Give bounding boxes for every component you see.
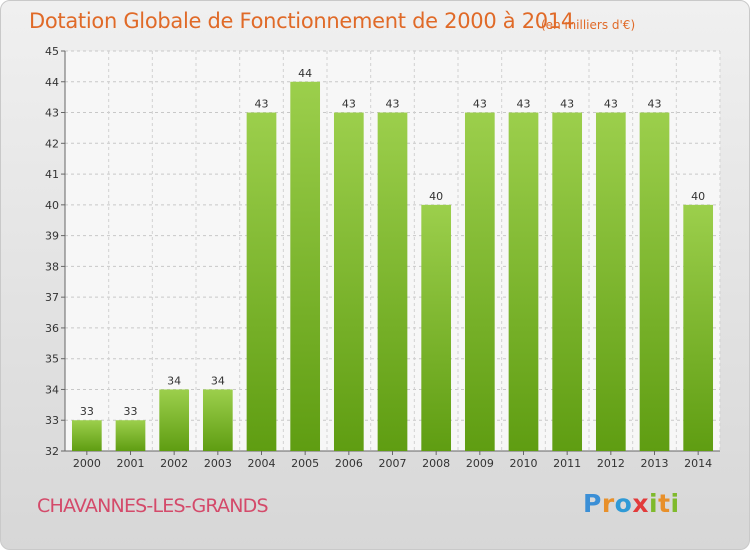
data-label: 43 [604, 98, 618, 111]
proxiti-logo: Proxiti [583, 489, 680, 518]
chart-title: Dotation Globale de Fonctionnement de 20… [29, 9, 574, 33]
data-label: 43 [255, 98, 269, 111]
data-label: 43 [560, 98, 574, 111]
bar-2001 [115, 420, 146, 451]
x-tick-label: 2002 [160, 457, 188, 470]
commune-name: CHAVANNES-LES-GRANDS [37, 495, 269, 517]
y-tick-label: 44 [45, 76, 59, 89]
y-tick-label: 42 [45, 137, 59, 150]
bar-2006 [333, 112, 364, 452]
data-label: 33 [80, 405, 94, 418]
data-label: 43 [517, 98, 531, 111]
x-tick-label: 2005 [291, 457, 319, 470]
y-tick-label: 38 [45, 260, 59, 273]
x-tick-label: 2012 [597, 457, 625, 470]
data-label: 33 [124, 405, 138, 418]
y-tick-label: 39 [45, 230, 59, 243]
chart-unit: (en milliers d'€) [541, 18, 636, 32]
bar-2008 [421, 204, 452, 451]
bar-2011 [552, 112, 583, 452]
bar-2009 [464, 112, 495, 452]
data-label: 43 [342, 98, 356, 111]
x-tick-label: 2013 [641, 457, 669, 470]
data-label: 34 [211, 374, 225, 387]
y-tick-label: 43 [45, 107, 59, 120]
x-tick-label: 2006 [335, 457, 363, 470]
bar-2010 [508, 112, 539, 452]
y-tick-label: 32 [45, 445, 59, 458]
x-tick-label: 2011 [553, 457, 581, 470]
x-tick-label: 2014 [684, 457, 712, 470]
y-tick-label: 40 [45, 199, 59, 212]
x-tick-label: 2000 [73, 457, 101, 470]
bar-2002 [159, 389, 190, 451]
bars [71, 81, 714, 452]
bar-2004 [246, 112, 277, 452]
x-tick-label: 2004 [248, 457, 276, 470]
x-tick-label: 2003 [204, 457, 232, 470]
y-tick-label: 36 [45, 322, 59, 335]
bar-2005 [290, 81, 321, 452]
y-tick-label: 37 [45, 291, 59, 304]
y-tick-label: 34 [45, 383, 59, 396]
x-tick-label: 2007 [379, 457, 407, 470]
data-label: 43 [473, 98, 487, 111]
y-tick-label: 41 [45, 168, 59, 181]
bar-2013 [639, 112, 670, 452]
data-label: 34 [167, 374, 181, 387]
y-tick-label: 35 [45, 353, 59, 366]
data-label: 43 [648, 98, 662, 111]
bar-2012 [595, 112, 626, 452]
labels: 32 33 34 35 36 37 38 39 40 41 42 43 44 45 2000 33 2001 33… [45, 45, 712, 470]
x-tick-label: 2010 [510, 457, 538, 470]
bar-2007 [377, 112, 408, 452]
x-tick-label: 2001 [117, 457, 145, 470]
bar-2014 [683, 204, 714, 451]
x-tick-label: 2009 [466, 457, 494, 470]
data-label: 44 [298, 67, 312, 80]
bar-2003 [202, 389, 233, 451]
data-label: 43 [386, 98, 400, 111]
bar-2000 [71, 420, 102, 451]
y-tick-label: 33 [45, 414, 59, 427]
x-tick-label: 2008 [422, 457, 450, 470]
data-label: 40 [429, 190, 443, 203]
data-label: 40 [691, 190, 705, 203]
y-tick-label: 45 [45, 45, 59, 58]
